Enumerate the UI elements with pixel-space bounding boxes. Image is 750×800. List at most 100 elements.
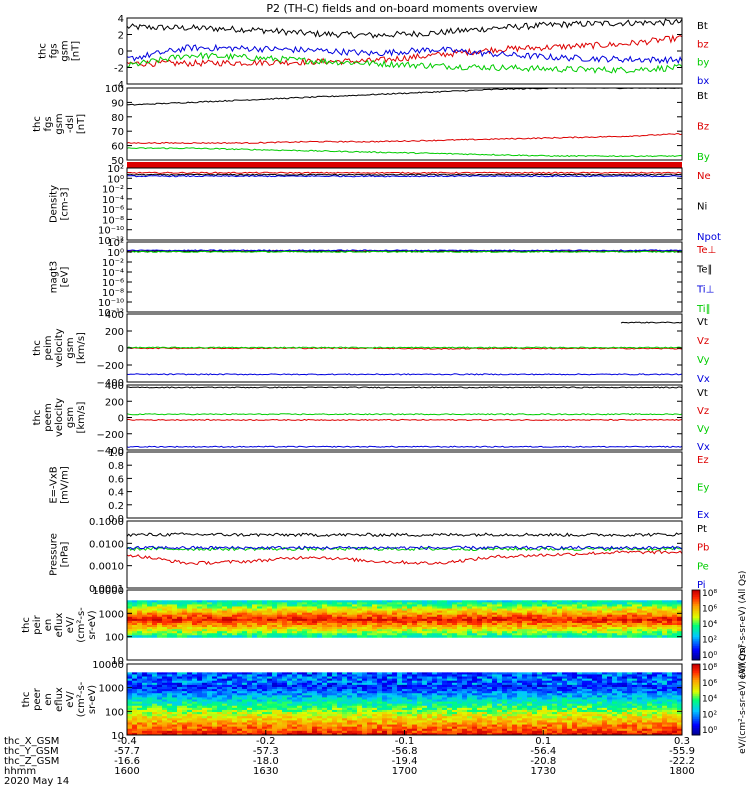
- heatmap-cell: [227, 614, 233, 618]
- heatmap-cell: [582, 606, 588, 609]
- heatmap-cell: [162, 602, 168, 605]
- heatmap-cell: [587, 618, 593, 622]
- heatmap-cell: [252, 703, 258, 707]
- heatmap-cell: [237, 620, 243, 624]
- heatmap-cell: [667, 680, 673, 684]
- heatmap-cell: [642, 616, 648, 620]
- heatmap-cell: [362, 622, 368, 626]
- heatmap-cell: [447, 712, 453, 715]
- heatmap-cell: [492, 625, 498, 628]
- heatmap-cell: [652, 631, 658, 634]
- heatmap-cell: [602, 718, 608, 721]
- heatmap-cell: [537, 612, 543, 616]
- heatmap-cell: [462, 695, 468, 698]
- heatmap-cell: [172, 695, 178, 698]
- heatmap-cell: [357, 627, 363, 630]
- heatmap-cell: [642, 695, 648, 698]
- heatmap-cell: [422, 701, 428, 705]
- heatmap-cell: [452, 689, 458, 692]
- heatmap-cell: [132, 631, 138, 634]
- heatmap-cell: [142, 699, 148, 702]
- heatmap-cell: [442, 676, 448, 680]
- heatmap-cell: [452, 612, 458, 616]
- heatmap-cell: [552, 620, 558, 624]
- heatmap-cell: [377, 699, 383, 702]
- heatmap-cell: [277, 699, 283, 702]
- heatmap-cell: [582, 680, 588, 684]
- heatmap-cell: [497, 608, 503, 611]
- heatmap-cell: [567, 618, 573, 622]
- heatmap-cell: [582, 686, 588, 690]
- heatmap-cell: [132, 691, 138, 694]
- heatmap-cell: [262, 703, 268, 707]
- heatmap-cell: [457, 714, 463, 717]
- heatmap-cell: [637, 635, 643, 638]
- heatmap-cell: [482, 693, 488, 696]
- heatmap-cell: [327, 712, 333, 715]
- heatmap-cell: [537, 678, 543, 682]
- heatmap-cell: [242, 701, 248, 705]
- heatmap-cell: [632, 604, 638, 607]
- heatmap-cell: [632, 693, 638, 696]
- heatmap-cell: [252, 600, 258, 603]
- heatmap-cell: [477, 716, 483, 719]
- heatmap-cell: [582, 691, 588, 694]
- heatmap-cell: [237, 707, 243, 711]
- heatmap-cell: [307, 608, 313, 611]
- heatmap-cell: [177, 722, 183, 725]
- heatmap-cell: [382, 604, 388, 607]
- heatmap-cell: [297, 614, 303, 618]
- heatmap-cell: [242, 682, 248, 686]
- heatmap-cell: [332, 720, 338, 723]
- heatmap-cell: [277, 709, 283, 713]
- heatmap-cell: [282, 629, 288, 632]
- heatmap-cell: [252, 720, 258, 723]
- heatmap-cell: [322, 629, 328, 632]
- heatmap-cell: [297, 627, 303, 630]
- heatmap-cell: [287, 622, 293, 626]
- heatmap-cell: [142, 697, 148, 700]
- heatmap-cell: [147, 722, 153, 725]
- heatmap-cell: [647, 678, 653, 682]
- heatmap-cell: [242, 716, 248, 719]
- series-line-red: [126, 550, 683, 566]
- heatmap-cell: [642, 629, 648, 632]
- heatmap-cell: [512, 678, 518, 682]
- heatmap-cell: [332, 718, 338, 721]
- heatmap-cell: [307, 686, 313, 690]
- heatmap-cell: [182, 682, 188, 686]
- heatmap-cell: [472, 707, 478, 711]
- heatmap-cell: [407, 631, 413, 634]
- heatmap-cell: [127, 722, 133, 725]
- heatmap-cell: [602, 602, 608, 605]
- heatmap-cell: [332, 612, 338, 616]
- heatmap-cell: [357, 614, 363, 618]
- heatmap-cell: [442, 618, 448, 622]
- heatmap-cell: [352, 689, 358, 692]
- heatmap-cell: [142, 620, 148, 624]
- heatmap-cell: [492, 678, 498, 682]
- heatmap-cell: [627, 629, 633, 632]
- heatmap-cell: [142, 714, 148, 717]
- heatmap-cell: [587, 716, 593, 719]
- heatmap-cell: [237, 691, 243, 694]
- heatmap-cell: [492, 602, 498, 605]
- heatmap-cell: [337, 712, 343, 715]
- heatmap-cell: [272, 610, 278, 614]
- heatmap-cell: [257, 693, 263, 696]
- heatmap-cell: [497, 604, 503, 607]
- heatmap-cell: [232, 676, 238, 680]
- heatmap-cell: [537, 716, 543, 719]
- heatmap-cell: [537, 629, 543, 632]
- heatmap-cell: [552, 629, 558, 632]
- heatmap-cell: [422, 627, 428, 630]
- heatmap-cell: [587, 616, 593, 620]
- heatmap-cell: [572, 602, 578, 605]
- y-tick-label: 70: [111, 127, 124, 138]
- heatmap-cell: [472, 689, 478, 692]
- heatmap-cell: [132, 612, 138, 616]
- heatmap-cell: [137, 674, 143, 677]
- heatmap-cell: [277, 612, 283, 616]
- heatmap-cell: [572, 684, 578, 688]
- heatmap-cell: [432, 707, 438, 711]
